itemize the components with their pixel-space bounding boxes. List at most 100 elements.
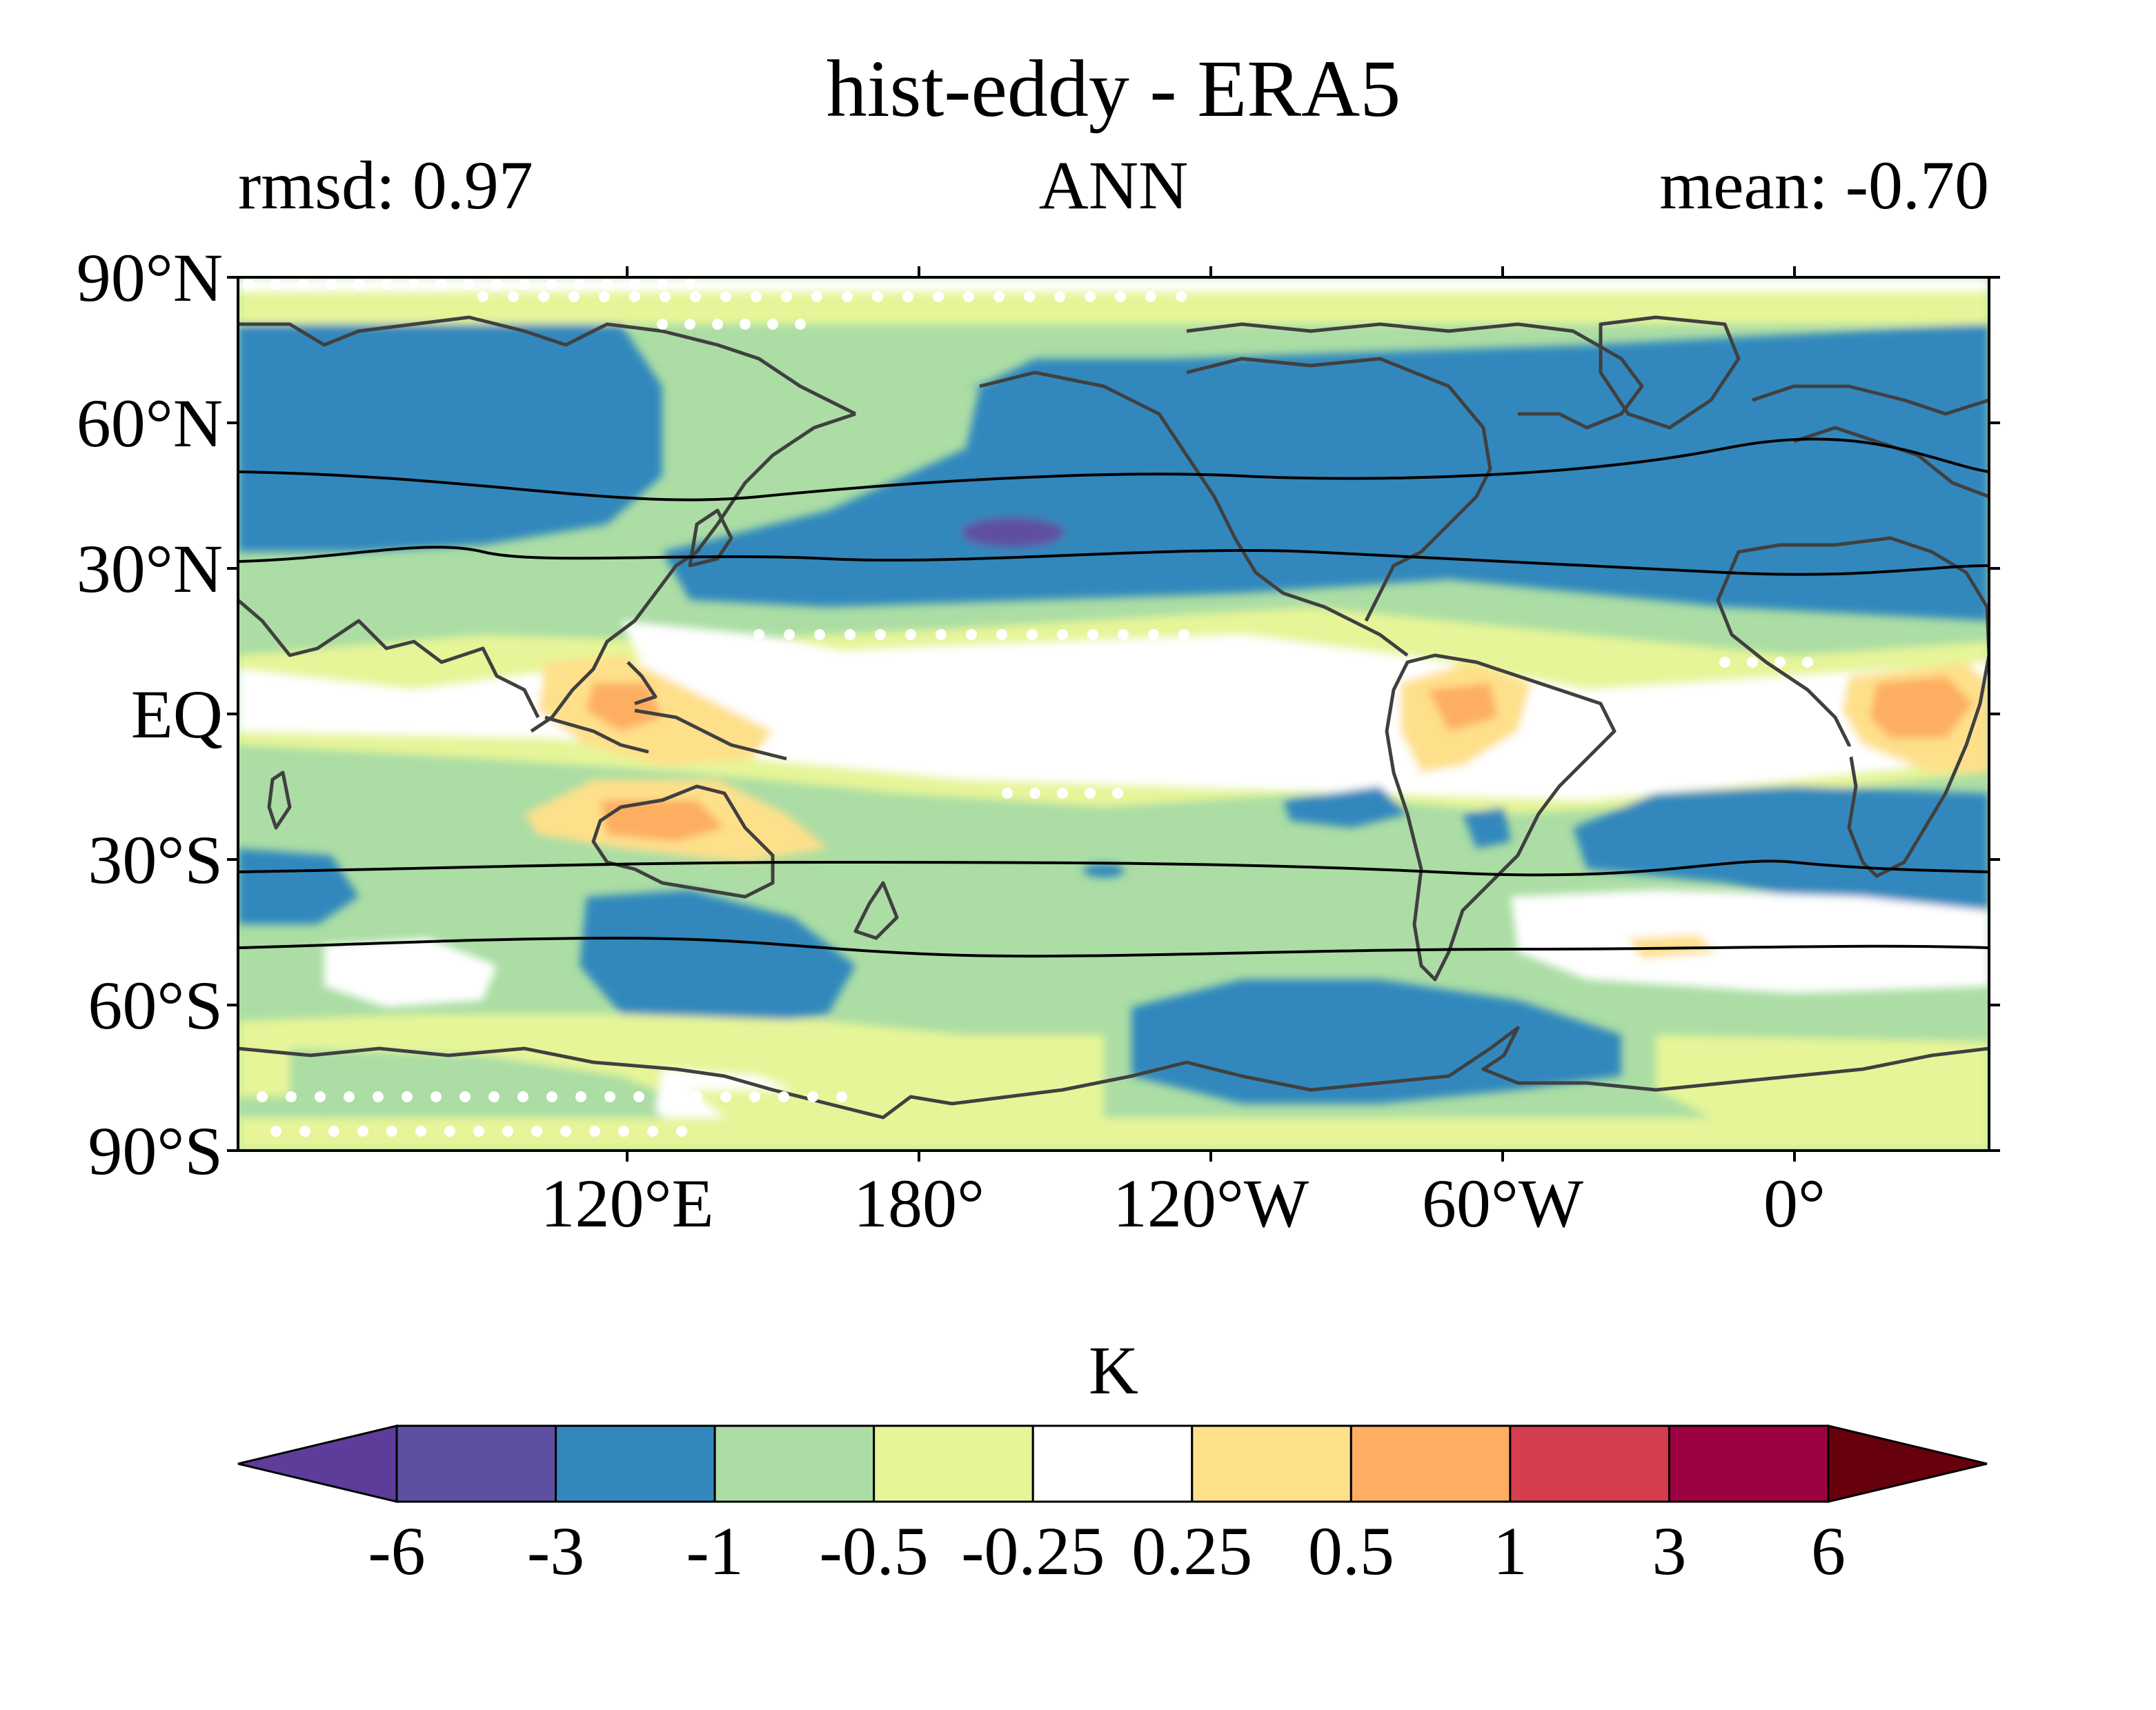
stipple-dot [477,291,488,302]
colorbar-bin [713,1424,876,1503]
stipple-dot [875,629,886,640]
stipple-dot [657,279,668,290]
map-title: hist-eddy - ERA5 [827,43,1401,134]
stipple-dot [1816,746,1827,757]
stipple-dot [1118,629,1129,640]
lon-tick-label: 60°W [1422,1165,1584,1242]
stipple-dot [315,1091,326,1102]
colorbar-bin [873,1424,1034,1503]
stipple-dot [778,1091,789,1102]
lat-tick-label: 30°N [77,530,223,607]
colorbar-tick-label: 0.25 [1131,1513,1252,1589]
stipple-dot [473,1126,484,1137]
stipple-dot [1054,291,1065,302]
stipple-dot [298,279,309,290]
mean-label: mean: -0.70 [1659,147,1989,223]
stipple-dot [996,629,1007,640]
stipple-dot [1774,657,1786,668]
stipple-dot [1178,629,1189,640]
stipple-dot [1027,629,1038,640]
stipple-dot [1148,629,1159,640]
colorbar-bin [1668,1424,1830,1503]
stipple-dot [286,1091,297,1102]
colorbar-bin [555,1424,716,1503]
stipple-dot [633,1091,644,1102]
colorbar-under-triangle [237,1424,398,1503]
colorbar-tick-label: -0.25 [961,1513,1105,1589]
stipple-dot [905,629,916,640]
stipple-dot [1802,657,1813,668]
stipple-dot [720,291,731,302]
colorbar-tick-label: 0.5 [1308,1513,1394,1589]
stipple-dot [872,291,883,302]
colorbar-tick-label: 1 [1493,1513,1527,1589]
nh-jet-north-line [238,437,1989,501]
stipple-dot [781,291,792,302]
lat-tick-label: 90°S [88,1113,223,1189]
stipple-dot [749,1091,760,1102]
colorbar-bin [1031,1424,1194,1503]
lat-tick-label: 30°S [88,822,223,898]
lat-tick-label: 60°S [88,967,223,1044]
map-panel [238,277,1989,1151]
stipple-dot [257,1091,268,1102]
colorbar-units: K [1089,1332,1138,1409]
stipple-dot [657,319,668,330]
stipple-dot [604,1091,615,1102]
stipple-dot [464,279,475,290]
stipple-dot [436,279,447,290]
stipple-dot [1085,291,1096,302]
stipple-dot [560,1126,571,1137]
stipple-dot [589,1126,600,1137]
stipple-dot [459,1091,471,1102]
stipple-dot [1788,746,1799,757]
stipple-dot [844,629,856,640]
stipple-dot [373,1091,384,1102]
stipple-dot [660,291,671,302]
stipple-dot [546,1091,557,1102]
stipple-dot [720,1091,731,1102]
stipple-dot [491,279,502,290]
colorbar-bin [1509,1424,1670,1503]
lon-tick-label: 120°W [1113,1165,1309,1242]
stipple-dot [836,1091,847,1102]
stipple-dot [629,279,640,290]
stipple-dot [1085,788,1096,799]
stipple-dot [963,291,974,302]
stipple-dot [531,1126,542,1137]
stipple-dot [415,1126,426,1137]
stipple-dot [618,1126,629,1137]
stipple-dot [431,1091,442,1102]
lon-axis: 120°E 180° 120°W 60°W 0° [540,266,1826,1242]
stipple-dot [811,291,822,302]
stipple-dot [386,1126,397,1137]
colorbar-tick-label: 6 [1811,1513,1846,1589]
season-label: ANN [1039,147,1189,223]
stipple-dot [1843,746,1855,757]
stipple-dot [993,291,1005,302]
sh-jet-north-line [238,859,1989,877]
stipple-dot [602,279,613,290]
stipple-dot [353,279,364,290]
colorbar-tick-label: -3 [527,1513,584,1589]
stippling [243,279,1855,1137]
stipple-dot [328,1126,339,1137]
stipple-dot [519,279,530,290]
stipple-dot [299,1126,310,1137]
stipple-dot [676,1126,687,1137]
colorbar-bin [1349,1424,1512,1503]
lat-axis: 90°N 60°N 30°N EQ 30°S 60°S 90°S [77,239,2000,1189]
stipple-dot [381,279,392,290]
stipple-dot [966,629,977,640]
stipple-dot [1087,629,1098,640]
stipple-dot [568,291,580,302]
stipple-dot [712,319,723,330]
coastlines [238,315,1989,1120]
stipple-dot [795,319,806,330]
lat-tick-label: EQ [131,676,223,753]
stipple-dot [270,279,281,290]
stipple-dot [1002,788,1013,799]
jet-lines [238,437,1989,958]
stipple-dot [357,1126,368,1137]
